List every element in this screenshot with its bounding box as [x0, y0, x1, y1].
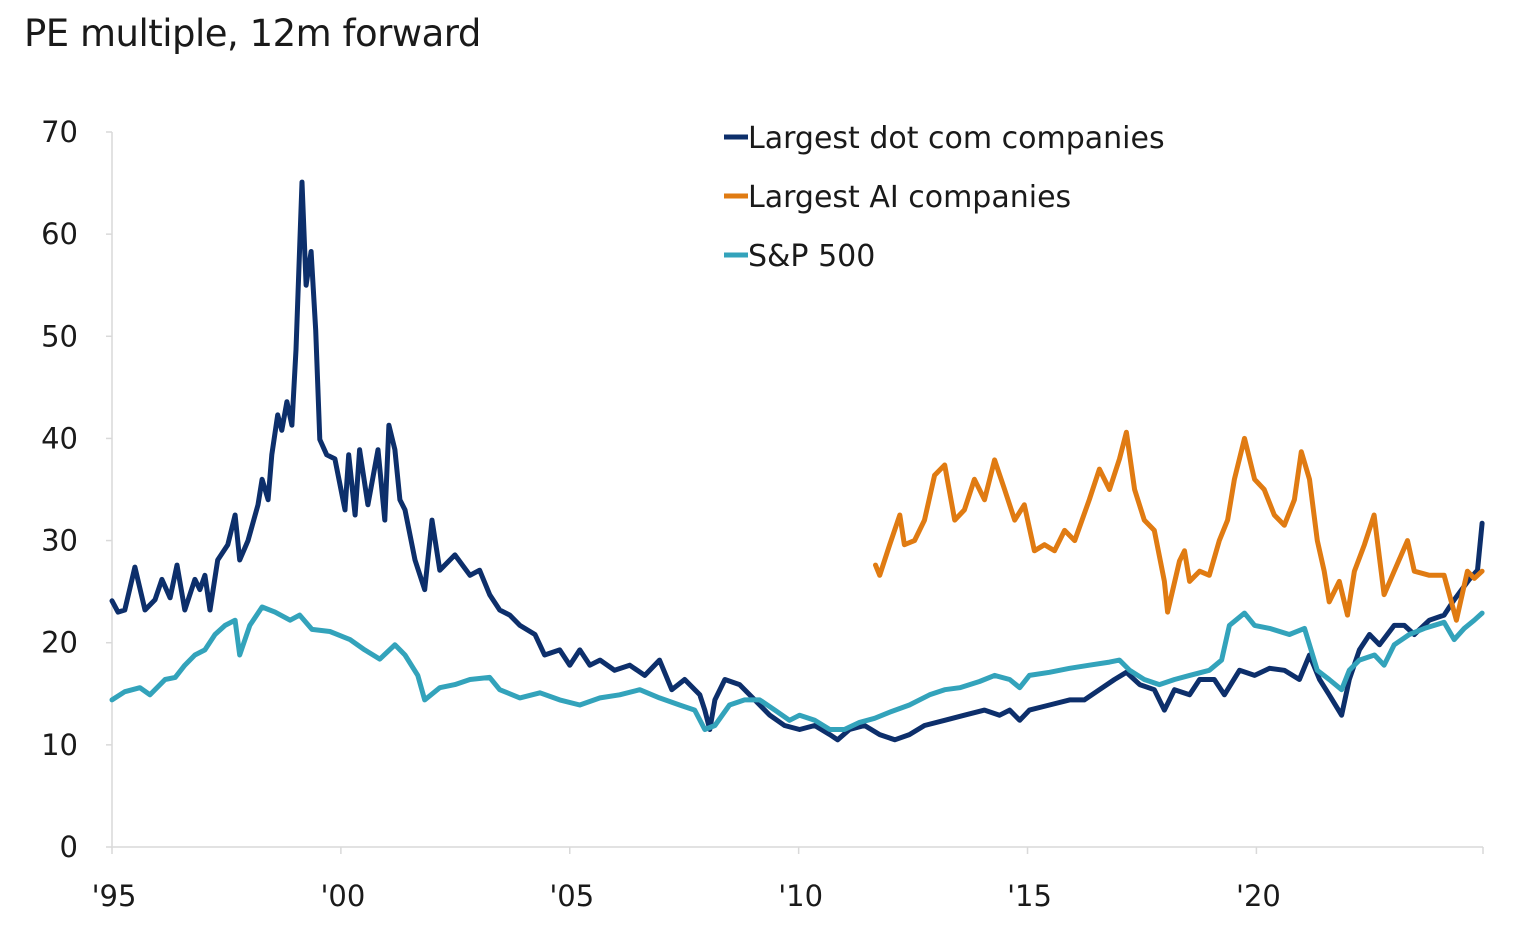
series-line-largest-dot-com-companies [109, 179, 1485, 743]
legend-label: Largest AI companies [748, 180, 1071, 215]
x-tick-label: '10 [778, 879, 823, 913]
y-tick-label: 40 [41, 421, 78, 455]
series-line-s-p-500 [109, 604, 1485, 732]
legend-label: S&P 500 [748, 239, 875, 274]
x-tick-label: '15 [1007, 879, 1052, 913]
series-line-largest-ai-companies [873, 429, 1485, 623]
y-tick-label: 0 [60, 830, 78, 864]
y-tick-label: 20 [41, 626, 78, 660]
y-tick-label: 30 [41, 524, 78, 558]
x-tick-label: '95 [92, 879, 137, 913]
legend-label: Largest dot com companies [748, 121, 1165, 156]
chart-title: PE multiple, 12m forward [24, 12, 481, 55]
x-tick-label: '00 [320, 879, 365, 913]
x-tick-label: '05 [549, 879, 594, 913]
y-tick-label: 70 [41, 115, 78, 149]
y-tick-label: 50 [41, 319, 78, 353]
y-tick-label: 60 [41, 217, 78, 251]
x-tick-label: '20 [1236, 879, 1281, 913]
y-tick-label: 10 [41, 728, 78, 762]
